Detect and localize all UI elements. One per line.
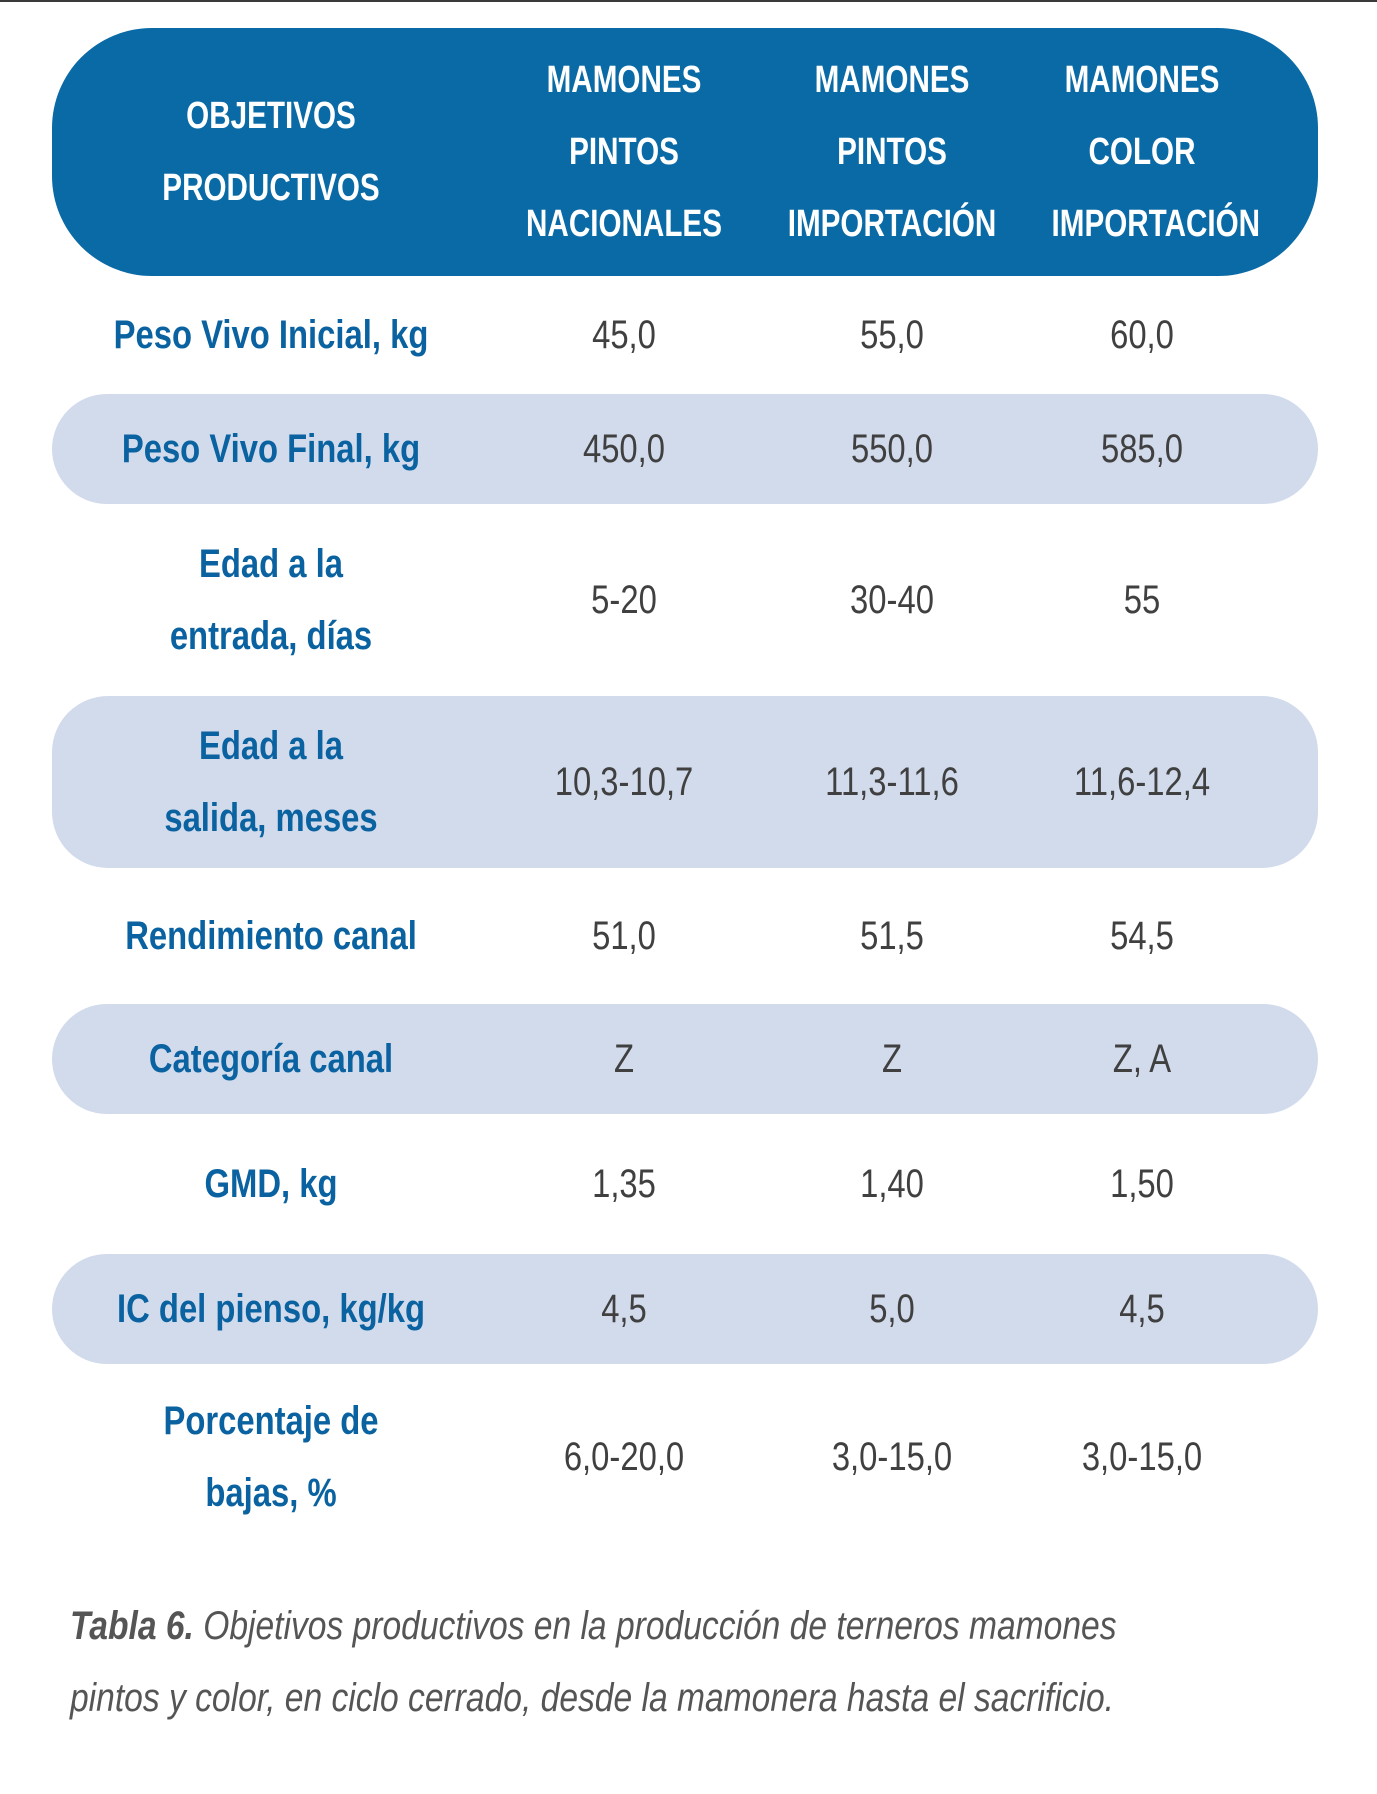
table-cell: 3,0-15,0 [831, 1434, 953, 1479]
table-header: OBJETIVOS PRODUCTIVOS MAMONES PINTOS NAC… [52, 28, 1318, 276]
table-row: Peso Vivo Final, kg 450,0 550,0 585,0 [52, 394, 1318, 504]
table-cell: Z [881, 1036, 903, 1081]
row-label: GMD, kg [204, 1162, 338, 1206]
row-label: Edad a la salida, meses [164, 724, 378, 840]
table-row: IC del pienso, kg/kg 4,5 5,0 4,5 [52, 1254, 1318, 1364]
caption-line-2: pintos y color, en ciclo cerrado, desde … [70, 1676, 1114, 1720]
table-row: Categoría canal Z Z Z, A [52, 1004, 1318, 1114]
header-objetivos: OBJETIVOS PRODUCTIVOS [162, 95, 380, 209]
table-cell: 60,0 [1110, 312, 1174, 357]
table-cell: 3,0-15,0 [1081, 1434, 1203, 1479]
table-cell: 550,0 [850, 426, 934, 471]
table-cell: 4,5 [1119, 1286, 1165, 1331]
table-cell: 4,5 [601, 1286, 647, 1331]
row-label: Edad a la entrada, días [169, 542, 373, 658]
table-cell: 51,5 [860, 913, 924, 958]
table-cell: 55 [1123, 577, 1161, 622]
table-cell: 55,0 [860, 312, 924, 357]
table-caption: Tabla 6. Objetivos productivos en la pro… [70, 1590, 1128, 1734]
header-pintos-importacion: MAMONES PINTOS IMPORTACIÓN [787, 59, 997, 245]
table-cell: Z [613, 1036, 635, 1081]
caption-line-1: Tabla 6. Objetivos productivos en la pro… [70, 1604, 1117, 1648]
table-cell: 1,40 [860, 1161, 924, 1206]
row-label: Porcentaje de bajas, % [163, 1399, 379, 1515]
table-row: Rendimiento canal 51,0 51,5 54,5 [52, 868, 1318, 1004]
table-cell: 30-40 [850, 577, 934, 622]
caption-label: Tabla 6. [70, 1604, 194, 1648]
table-cell: 11,3-11,6 [825, 759, 959, 804]
table-cell: 45,0 [592, 312, 656, 357]
table-row: Edad a la salida, meses 10,3-10,7 11,3-1… [52, 696, 1318, 868]
table-row: Porcentaje de bajas, % 6,0-20,0 3,0-15,0… [52, 1364, 1318, 1550]
header-pintos-nacionales: MAMONES PINTOS NACIONALES [526, 59, 722, 245]
row-label: Peso Vivo Inicial, kg [113, 313, 429, 357]
table-row: GMD, kg 1,35 1,40 1,50 [52, 1114, 1318, 1254]
objectives-table: OBJETIVOS PRODUCTIVOS MAMONES PINTOS NAC… [52, 28, 1318, 1550]
table-cell: 6,0-20,0 [563, 1434, 685, 1479]
table-cell: 54,5 [1110, 913, 1174, 958]
top-rule [0, 0, 1377, 2]
table-cell: 11,6-12,4 [1073, 759, 1211, 804]
table-cell: 5,0 [869, 1286, 915, 1331]
row-label: Peso Vivo Final, kg [121, 427, 421, 471]
table-cell: 51,0 [592, 913, 656, 958]
row-label: Rendimiento canal [125, 914, 417, 958]
row-label: IC del pienso, kg/kg [116, 1287, 426, 1331]
table-row: Edad a la entrada, días 5-20 30-40 55 [52, 504, 1318, 696]
table-cell: Z, A [1112, 1036, 1172, 1081]
table-cell: 450,0 [582, 426, 666, 471]
table-cell: 10,3-10,7 [554, 759, 694, 804]
row-label: Categoría canal [148, 1037, 394, 1081]
table-cell: 1,50 [1110, 1161, 1174, 1206]
table-cell: 1,35 [592, 1161, 656, 1206]
header-color-importacion: MAMONES COLOR IMPORTACIÓN [1051, 59, 1261, 245]
table-row: Peso Vivo Inicial, kg 45,0 55,0 60,0 [52, 276, 1318, 394]
table-cell: 585,0 [1100, 426, 1184, 471]
table-cell: 5-20 [591, 577, 657, 622]
